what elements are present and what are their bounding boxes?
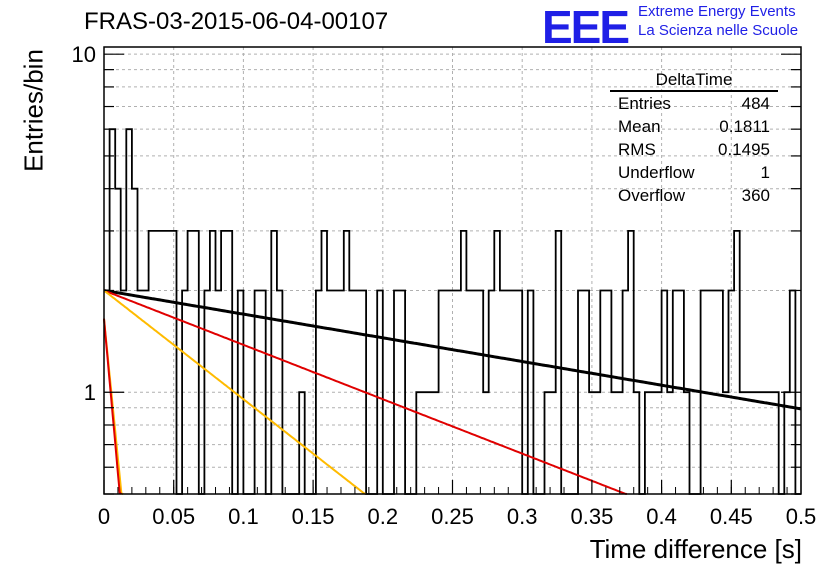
stats-value: 484 [741, 94, 770, 113]
stats-row-overflow: Overflow 360 [610, 184, 778, 207]
stats-label: Overflow [618, 186, 686, 205]
x-tick-label: 0 [98, 504, 110, 529]
stats-row-underflow: Underflow 1 [610, 161, 778, 184]
logo-line-2: La Scienza nelle Scuole [638, 22, 799, 39]
stats-value: 0.1495 [718, 140, 770, 159]
y-tick-label: 1 [84, 380, 96, 405]
x-tick-label: 0.35 [570, 504, 613, 529]
stats-row-entries: Entries 484 [610, 92, 778, 115]
x-tick-label: 0.3 [507, 504, 538, 529]
logo-line-1: Extreme Energy Events [638, 3, 796, 20]
stats-label: RMS [618, 140, 656, 159]
stats-label: Entries [618, 94, 671, 113]
x-tick-label: 0.1 [228, 504, 259, 529]
x-tick-label: 0.5 [786, 504, 817, 529]
logo-caption: Extreme Energy Events La Scienza nelle S… [638, 2, 798, 40]
eee-logo: EEE [542, 1, 630, 53]
x-tick-label: 0.4 [646, 504, 677, 529]
x-tick-label: 0.05 [152, 504, 195, 529]
fit-curve [103, 289, 366, 495]
x-axis-label: Time difference [s] [589, 534, 802, 564]
x-tick-label: 0.2 [368, 504, 399, 529]
stats-title: DeltaTime [610, 70, 778, 92]
x-tick-label: 0.25 [431, 504, 474, 529]
fit-curve [103, 289, 627, 495]
histogram-line [104, 128, 801, 495]
chart-title: FRAS-03-2015-06-04-00107 [84, 8, 389, 35]
y-tick-label: 10 [72, 42, 96, 67]
stats-value: 1 [760, 163, 770, 182]
stats-row-rms: RMS 0.1495 [610, 138, 778, 161]
stats-value: 0.1811 [719, 117, 770, 136]
stats-box: DeltaTime Entries 484 Mean 0.1811 RMS 0.149… [610, 70, 778, 207]
stats-label: Mean [618, 117, 661, 136]
stats-row-mean: Mean 0.1811 [610, 115, 778, 138]
x-tick-label: 0.15 [292, 504, 335, 529]
fit-curve [103, 289, 802, 411]
stats-label: Underflow [618, 163, 695, 182]
fit-curve [103, 318, 123, 495]
y-axis-label: Entries/bin [18, 49, 49, 172]
x-tick-label: 0.45 [710, 504, 753, 529]
stats-value: 360 [741, 186, 770, 205]
